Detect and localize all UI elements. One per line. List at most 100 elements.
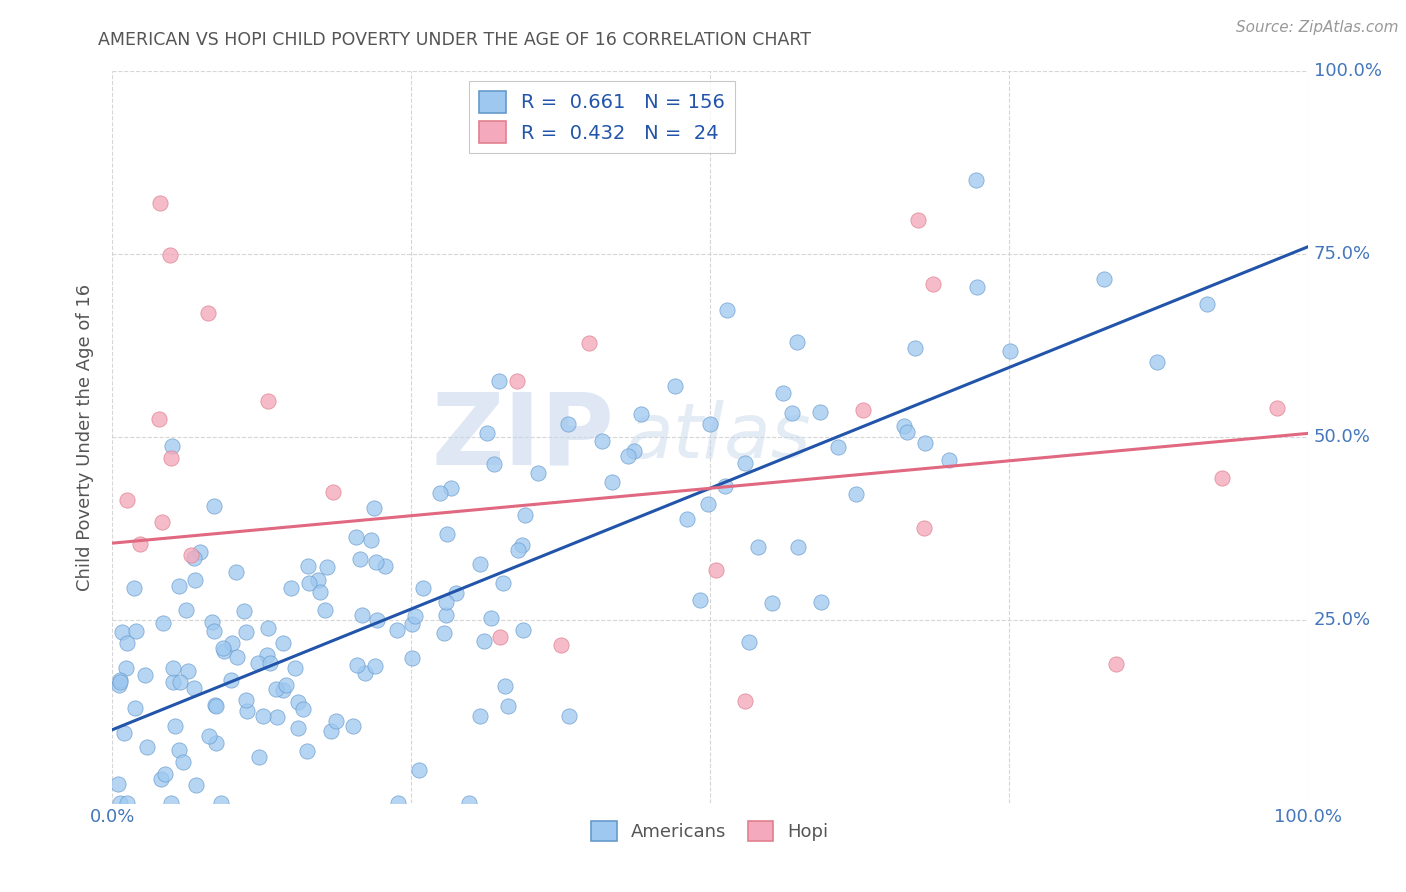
Point [322,484,344,499]
Point [472,634,495,648]
Point [513,508,536,523]
Point [510,538,533,552]
Point [506,542,529,557]
Point [664,379,686,393]
Point [162,661,184,675]
Point [458,796,481,810]
Point [387,796,409,810]
Point [204,698,226,712]
Point [404,608,426,623]
Point [256,621,278,635]
Point [174,603,197,617]
Point [111,624,134,639]
Point [434,595,457,609]
Point [468,557,491,571]
Point [827,440,849,454]
Point [479,611,502,625]
Point [893,419,915,434]
Point [676,511,699,525]
Point [786,541,808,555]
Point [205,736,228,750]
Point [122,582,145,596]
Point [235,704,257,718]
Point [114,661,136,675]
Point [482,457,505,471]
Point [198,729,221,743]
Point [527,466,550,480]
Point [287,695,309,709]
Point [297,559,319,574]
Point [998,343,1021,358]
Y-axis label: Child Poverty Under the Age of 16: Child Poverty Under the Age of 16 [76,284,94,591]
Point [704,562,727,576]
Point [233,604,256,618]
Point [246,656,269,670]
Legend: Americans, Hopi: Americans, Hopi [583,814,837,848]
Point [363,500,385,515]
Point [810,595,832,609]
Point [150,515,173,529]
Text: AMERICAN VS HOPI CHILD POVERTY UNDER THE AGE OF 16 CORRELATION CHART: AMERICAN VS HOPI CHILD POVERTY UNDER THE… [98,31,811,49]
Point [349,552,371,566]
Point [273,636,295,650]
Point [204,699,226,714]
Point [235,693,257,707]
Point [225,565,247,579]
Point [1105,657,1128,671]
Point [235,625,257,640]
Point [734,456,756,470]
Point [1092,272,1115,286]
Text: 100.0%: 100.0% [1313,62,1382,80]
Point [780,406,803,420]
Point [273,682,295,697]
Point [221,636,243,650]
Point [506,374,529,388]
Point [201,615,224,629]
Point [366,613,388,627]
Point [314,603,336,617]
Point [470,709,492,723]
Point [966,280,988,294]
Point [364,659,387,673]
Point [412,582,434,596]
Point [226,650,249,665]
Point [316,560,339,574]
Point [169,674,191,689]
Point [907,213,929,227]
Point [496,698,519,713]
Point [212,644,235,658]
Point [912,521,935,535]
Point [309,584,332,599]
Point [591,434,613,448]
Point [852,402,875,417]
Point [938,452,960,467]
Point [319,723,342,738]
Point [578,335,600,350]
Point [115,635,138,649]
Point [475,425,498,440]
Point [153,767,176,781]
Point [292,702,315,716]
Point [252,709,274,723]
Point [163,719,186,733]
Point [259,657,281,671]
Point [249,750,271,764]
Point [209,796,232,810]
Point [266,681,288,696]
Point [115,493,138,508]
Point [148,411,170,425]
Point [714,479,737,493]
Point [550,638,572,652]
Point [494,679,516,693]
Point [1265,401,1288,415]
Point [786,334,808,349]
Point [219,673,242,688]
Point [202,624,225,638]
Point [354,665,377,680]
Text: ZIP: ZIP [432,389,614,485]
Point [160,796,183,810]
Point [904,341,927,355]
Point [623,444,645,458]
Point [557,417,579,432]
Point [134,668,156,682]
